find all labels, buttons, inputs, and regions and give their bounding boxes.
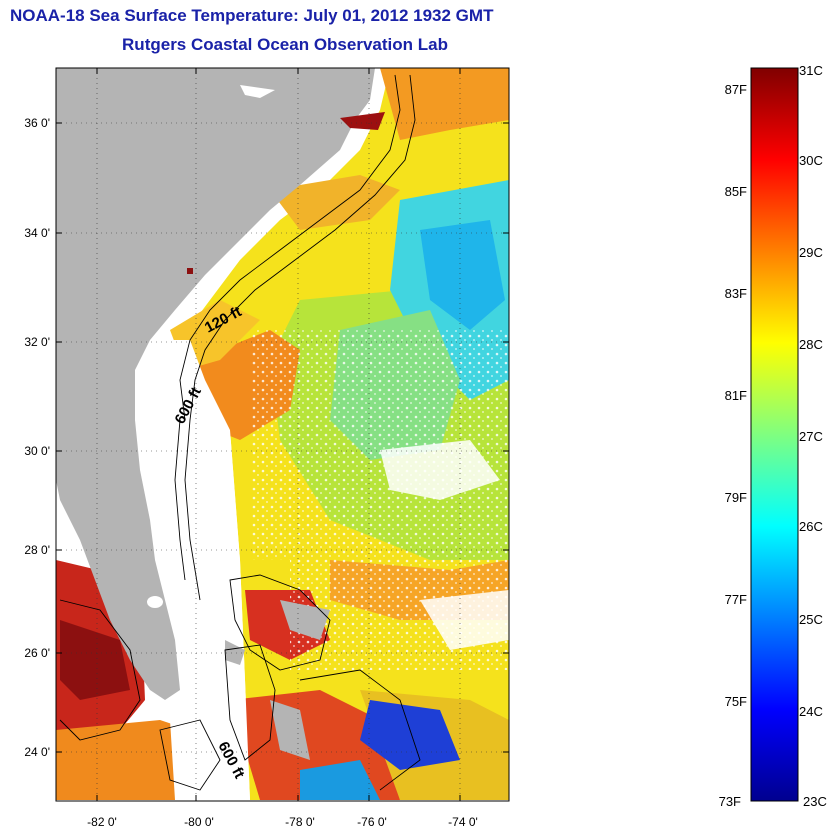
longitude-labels: -82 0' -80 0' -78 0' -76 0' -74 0' (87, 815, 478, 829)
colorbar-celsius-labels: 31C 30C 29C 28C 27C 26C 25C 24C 23C (799, 63, 827, 809)
fahrenheit-label: 75F (725, 694, 747, 709)
land-mass (56, 68, 375, 700)
celsius-label: 30C (799, 153, 823, 168)
map-title: NOAA-18 Sea Surface Temperature: July 01… (10, 6, 494, 25)
lat-tick-label: 36 0' (24, 116, 50, 130)
sst-field (56, 68, 509, 800)
lon-tick-label: -80 0' (184, 815, 214, 829)
colorbar: 31C 30C 29C 28C 27C 26C 25C 24C 23C 87F … (719, 63, 827, 809)
map-subtitle: Rutgers Coastal Ocean Observation Lab (122, 35, 448, 54)
fahrenheit-label: 87F (725, 82, 747, 97)
lon-tick-label: -78 0' (285, 815, 315, 829)
fahrenheit-label: 79F (725, 490, 747, 505)
celsius-label: 26C (799, 519, 823, 534)
fahrenheit-label: 85F (725, 184, 747, 199)
lat-tick-label: 28 0' (24, 543, 50, 557)
graticule (56, 68, 509, 801)
celsius-label: 24C (799, 704, 823, 719)
map-frame (55, 67, 510, 802)
celsius-label: 27C (799, 429, 823, 444)
fahrenheit-label: 83F (725, 286, 747, 301)
celsius-label: 31C (799, 63, 823, 78)
lon-tick-label: -76 0' (357, 815, 387, 829)
fahrenheit-label: 73F (719, 794, 741, 809)
map-panel (56, 68, 509, 801)
celsius-label: 23C (803, 794, 827, 809)
depth-contours (59, 74, 421, 791)
celsius-label: 28C (799, 337, 823, 352)
lat-tick-label: 32 0' (24, 335, 50, 349)
fahrenheit-label: 77F (725, 592, 747, 607)
map-ticks (56, 68, 509, 801)
celsius-label: 25C (799, 612, 823, 627)
lat-tick-label: 30 0' (24, 444, 50, 458)
lat-tick-label: 24 0' (24, 745, 50, 759)
lat-tick-label: 26 0' (24, 646, 50, 660)
celsius-label: 29C (799, 245, 823, 260)
colorbar-fahrenheit-labels: 87F 85F 83F 81F 79F 77F 75F 73F (719, 82, 747, 809)
lon-tick-label: -74 0' (448, 815, 478, 829)
colorbar-gradient (750, 67, 799, 802)
lon-tick-label: -82 0' (87, 815, 117, 829)
latitude-labels: 36 0' 34 0' 32 0' 30 0' 28 0' 26 0' 24 0… (24, 116, 50, 759)
fahrenheit-label: 81F (725, 388, 747, 403)
lat-tick-label: 34 0' (24, 226, 50, 240)
